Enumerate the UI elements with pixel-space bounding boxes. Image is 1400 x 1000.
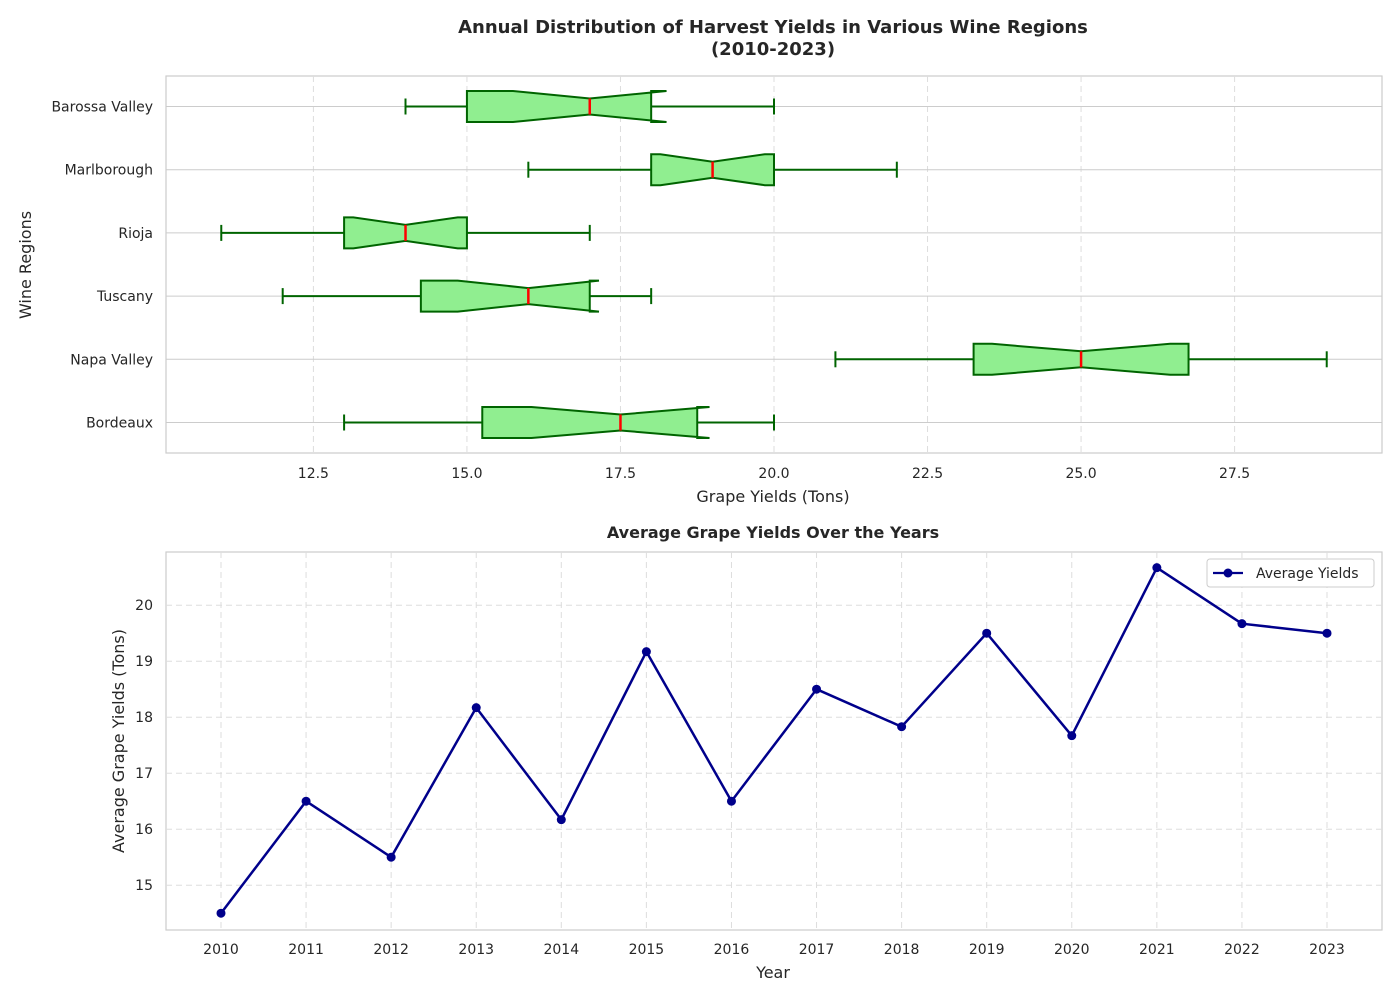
line-x-ticks: 2010 2011 2012 2013 2014 2015 2016 2017 2018 2019…	[203, 942, 1345, 958]
box-x-tick-label: 27.5	[1219, 466, 1250, 482]
box-rioja	[221, 217, 589, 248]
box-chart-title: Annual Distribution of Harvest Yields in…	[458, 17, 1088, 60]
line-y-tick-label: 18	[135, 710, 153, 726]
line-x-tick-label: 2014	[543, 942, 579, 958]
box-y-axis-label: Wine Regions	[16, 211, 35, 319]
box-body	[421, 281, 599, 312]
box-grid	[166, 76, 1382, 453]
line-chart-title: Average Grape Yields Over the Years	[607, 523, 939, 542]
box-y-tick-label: Tuscany	[96, 289, 153, 305]
line-y-tick-label: 20	[135, 598, 153, 614]
line-x-tick-label: 2016	[714, 942, 750, 958]
line-y-axis-label: Average Grape Yields (Tons)	[109, 629, 128, 853]
box-x-tick-label: 17.5	[605, 466, 636, 482]
box-y-tick-label: Barossa Valley	[51, 100, 153, 116]
line-chart-frame	[166, 552, 1382, 930]
line-marks	[217, 563, 1332, 918]
box-chart: Annual Distribution of Harvest Yields in…	[16, 17, 1382, 506]
box-marks	[221, 91, 1326, 438]
line-x-tick-label: 2020	[1054, 942, 1090, 958]
box-x-tick-label: 25.0	[1065, 466, 1096, 482]
box-body	[467, 91, 667, 122]
box-y-tick-label: Napa Valley	[70, 352, 153, 368]
legend-swatch-marker	[1224, 569, 1233, 578]
data-point-2012	[387, 853, 396, 862]
data-point-2015	[642, 647, 651, 656]
data-point-2013	[472, 703, 481, 712]
line-x-tick-label: 2018	[884, 942, 920, 958]
data-point-2017	[812, 685, 821, 694]
box-bordeaux	[344, 407, 774, 438]
line-y-tick-label: 15	[135, 878, 153, 894]
data-point-2022	[1237, 619, 1246, 628]
series-line	[221, 568, 1327, 914]
box-x-tick-label: 12.5	[298, 466, 329, 482]
box-y-tick-label: Rioja	[118, 226, 153, 242]
line-y-tick-label: 17	[135, 766, 153, 782]
box-y-ticks: Bordeaux Napa Valley Tuscany Rioja Marlborou…	[51, 100, 153, 432]
data-point-2014	[557, 815, 566, 824]
box-x-axis-label: Grape Yields (Tons)	[696, 487, 849, 506]
line-grid	[166, 552, 1382, 930]
line-x-tick-label: 2015	[629, 942, 665, 958]
line-x-axis-label: Year	[755, 963, 790, 982]
line-x-tick-label: 2019	[969, 942, 1005, 958]
data-point-2010	[217, 909, 226, 918]
data-point-2011	[302, 797, 311, 806]
box-x-tick-label: 15.0	[451, 466, 482, 482]
box-y-tick-label: Bordeaux	[86, 416, 153, 432]
line-x-tick-label: 2021	[1139, 942, 1175, 958]
box-body	[482, 407, 709, 438]
data-point-2023	[1323, 629, 1332, 638]
data-point-2020	[1067, 731, 1076, 740]
line-x-tick-label: 2010	[203, 942, 239, 958]
data-point-2018	[897, 722, 906, 731]
box-chart-title-line: (2010-2023)	[711, 39, 835, 60]
line-x-tick-label: 2022	[1224, 942, 1260, 958]
data-point-2016	[727, 797, 736, 806]
box-chart-title-line: Annual Distribution of Harvest Yields in…	[458, 17, 1088, 38]
box-x-tick-label: 20.0	[758, 466, 789, 482]
box-y-tick-label: Marlborough	[65, 163, 153, 179]
box-marlborough	[528, 154, 896, 185]
box-x-ticks: 12.5 15.0 17.5 20.0 22.5 25.0 27.5	[298, 466, 1250, 482]
box-tuscany	[283, 281, 651, 312]
line-y-tick-label: 16	[135, 822, 153, 838]
legend-label: Average Yields	[1256, 566, 1359, 582]
line-x-tick-label: 2017	[799, 942, 835, 958]
line-x-tick-label: 2023	[1309, 942, 1345, 958]
line-chart: Average Grape Yields Over the Years 2010…	[109, 523, 1382, 982]
line-x-tick-label: 2012	[373, 942, 409, 958]
legend: Average Yields	[1207, 559, 1374, 587]
data-point-2021	[1152, 563, 1161, 572]
line-y-tick-label: 19	[135, 654, 153, 670]
line-x-tick-label: 2013	[458, 942, 494, 958]
line-x-tick-label: 2011	[288, 942, 324, 958]
data-point-2019	[982, 629, 991, 638]
line-y-ticks: 15 16 17 18 19 20	[135, 598, 153, 894]
box-barossa-valley	[406, 91, 774, 122]
box-x-tick-label: 22.5	[912, 466, 943, 482]
